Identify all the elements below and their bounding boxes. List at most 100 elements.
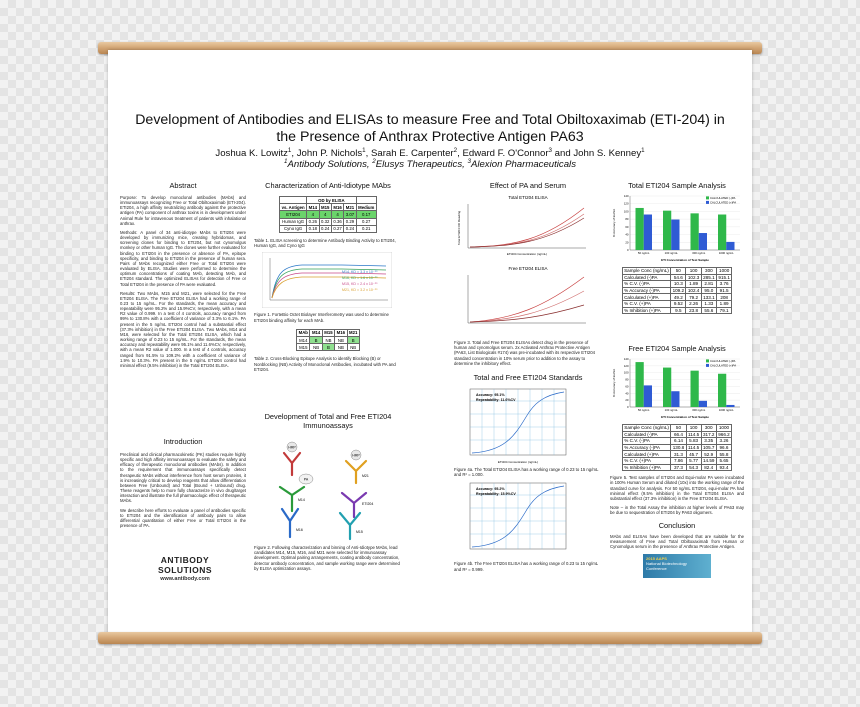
author-sup: 2 — [453, 147, 458, 154]
separator: and — [552, 148, 571, 159]
table-cell: 9.52 — [670, 299, 687, 308]
x-tick-label: 300 ng/mL — [692, 408, 706, 412]
table-cell: 133.1 — [700, 293, 718, 301]
author-name: Edward F. O'Connor — [462, 148, 549, 159]
logo-text: ANTIBODY — [160, 555, 210, 565]
table-cell: 3.26 — [715, 437, 733, 445]
abstract: Abstract Purpose: To develop monoclonal … — [120, 181, 246, 372]
table-cell: 0.21 — [355, 224, 377, 233]
y-tick-label: 140 — [624, 194, 629, 198]
legend-label: CALCULATED (+)PA — [710, 201, 736, 205]
table-cell: 23.8 — [685, 306, 702, 315]
caption: Table 1. ELISA screening to determine An… — [254, 237, 396, 249]
table-cell: 79.1 — [716, 306, 733, 315]
caption: Figure 4b. The Free ETI204 ELISA has a w… — [454, 561, 599, 572]
table-row: ETI204 4 4 4 3.07 0.17 — [279, 210, 377, 219]
legend-swatch — [706, 359, 709, 363]
table-cell: Calculated (-)PA — [621, 273, 672, 282]
y-tick-label: 40 — [625, 391, 629, 395]
x-tick-label: 100 ng/mL — [665, 251, 679, 255]
paragraph: Results: Two MAbs, M15 and M21, were sel… — [120, 290, 246, 368]
affiliation-name: Alexion Pharmaceuticals — [470, 159, 576, 170]
table-cell: 95.0 — [700, 286, 718, 295]
table-cell: 0.29 — [343, 217, 357, 226]
x-tick-label: 100 ng/mL — [665, 408, 679, 412]
caption: Figure 3. Total and Free ETI204 ELISAs d… — [454, 340, 596, 366]
table-header-row: MAb M14 M15 M16 M21 — [296, 328, 360, 337]
table-cell — [355, 195, 377, 205]
table-cell: 6.14 — [670, 437, 687, 445]
table-cell: 45.7 — [685, 450, 702, 458]
table: OD by ELISA vs. Antigen M14 M15 M16 M21 Medium… — [279, 195, 377, 233]
table-cell: 1.33 — [700, 299, 718, 308]
table-row: Calculated (-)PA 54.6 102.3 285.1 915.1 — [621, 273, 733, 282]
table-cell: Calculated (-)PA — [621, 430, 672, 439]
table-cell: NB — [321, 335, 336, 345]
table-row: Sample Conc (ng/mL) 50 100 300 1000 — [621, 267, 733, 275]
plot-title: Free ETI204 ELISA — [508, 266, 548, 271]
table-cell: 37.3 — [670, 463, 687, 472]
bar — [643, 214, 652, 250]
table-cell: 0.36 — [330, 217, 345, 226]
diagram-label: M14 — [298, 498, 305, 502]
table-cell: 0.32 — [318, 217, 332, 226]
y-tick-label: 60 — [625, 384, 629, 388]
table-cell: % C.V. (-)PA — [621, 280, 672, 288]
paragraph: Preclinical and clinical pharmacokinetic… — [120, 452, 246, 504]
table-row: % Inhibition (+)PA 37.3 54.3 82.4 93.4 — [621, 463, 733, 472]
table-cell: 91.5 — [716, 286, 733, 295]
table-header: M14 — [309, 328, 323, 337]
table-cell: Calculated (+)PA — [621, 450, 672, 458]
paragraph: We describe here efforts to evaluate a p… — [120, 507, 246, 529]
table-cell: 54.6 — [670, 273, 687, 282]
axis-label: ETI204 Concentration (ng/mL) — [498, 460, 538, 464]
annotation: Repeatability: 15.9%CV — [476, 492, 516, 496]
separator: , — [291, 148, 295, 159]
legend-text: M15, KD = 2.4 x 10⁻¹⁰ — [342, 282, 378, 286]
table-cell: 966.2 — [715, 430, 733, 439]
author: Edward F. O'Connor3 and — [462, 147, 573, 159]
table-cell: 102.4 — [685, 286, 702, 295]
table-cell: 285.1 — [700, 273, 718, 282]
table-cell: 10.3 — [670, 280, 687, 288]
table-cell: 0.17 — [355, 210, 377, 219]
bar — [671, 219, 680, 250]
paragraph: Purpose: To develop monoclonal antibodie… — [120, 195, 246, 226]
characterization: Characterization of Anti-Idiotype MAbs O… — [254, 181, 402, 372]
table-row: % Inhibition (+)PA 9.5 23.8 55.6 79.1 — [621, 306, 733, 315]
author-name: John S. Kenney — [573, 148, 642, 159]
separator: , — [457, 148, 460, 159]
table-cell: NB — [309, 343, 323, 352]
development: Development of Total and Free ETI204 Imm… — [254, 412, 402, 571]
title-line: Development of Antibodies and ELISAs to … — [135, 112, 725, 128]
assay-diagram: HRP PA M14 M16 ETI204 HRP M21 M15 — [278, 441, 373, 541]
y-tick-label: 120 — [624, 364, 629, 368]
author: Sarah E. Carpenter2, — [371, 147, 462, 159]
badge-text: 2015 AAPS — [646, 556, 667, 562]
axis-label: % Accuracy of ELISA — [612, 369, 616, 397]
bar — [635, 207, 644, 250]
table-cell: 1.89 — [716, 299, 733, 308]
table-row: % C.V. (+)PA 7.86 5.77 14.59 5.65 — [621, 456, 733, 465]
legend-label: CALCULATED (+)PA — [710, 364, 736, 368]
legend-swatch — [706, 363, 709, 367]
diagram-label: HRP — [352, 454, 360, 458]
axis-label: % Accuracy of ELISA — [612, 209, 616, 237]
diagram-label: M21 — [362, 474, 369, 478]
caption: Figure 2. Following characterization and… — [254, 545, 400, 571]
author: Joshua K. Lowitz1, — [215, 147, 296, 159]
table-cell: B — [321, 343, 336, 352]
separator: , — [462, 159, 465, 170]
table-cell: Sample Conc (ng/mL) — [621, 424, 672, 432]
table-cell: Sample Conc (ng/mL) — [621, 267, 672, 275]
table-cell: 0.18 — [306, 224, 320, 233]
diagram-label: PA — [304, 478, 309, 482]
axis-label: ETI204 Concentration (ng/mL) — [507, 252, 547, 256]
table-cell: 2.81 — [700, 280, 718, 288]
table-header: M15 — [318, 203, 332, 212]
table-cell: 5.83 — [685, 437, 702, 445]
table-cell: 1000 — [715, 424, 733, 432]
bar — [663, 210, 672, 250]
table-cell: B — [309, 335, 323, 345]
